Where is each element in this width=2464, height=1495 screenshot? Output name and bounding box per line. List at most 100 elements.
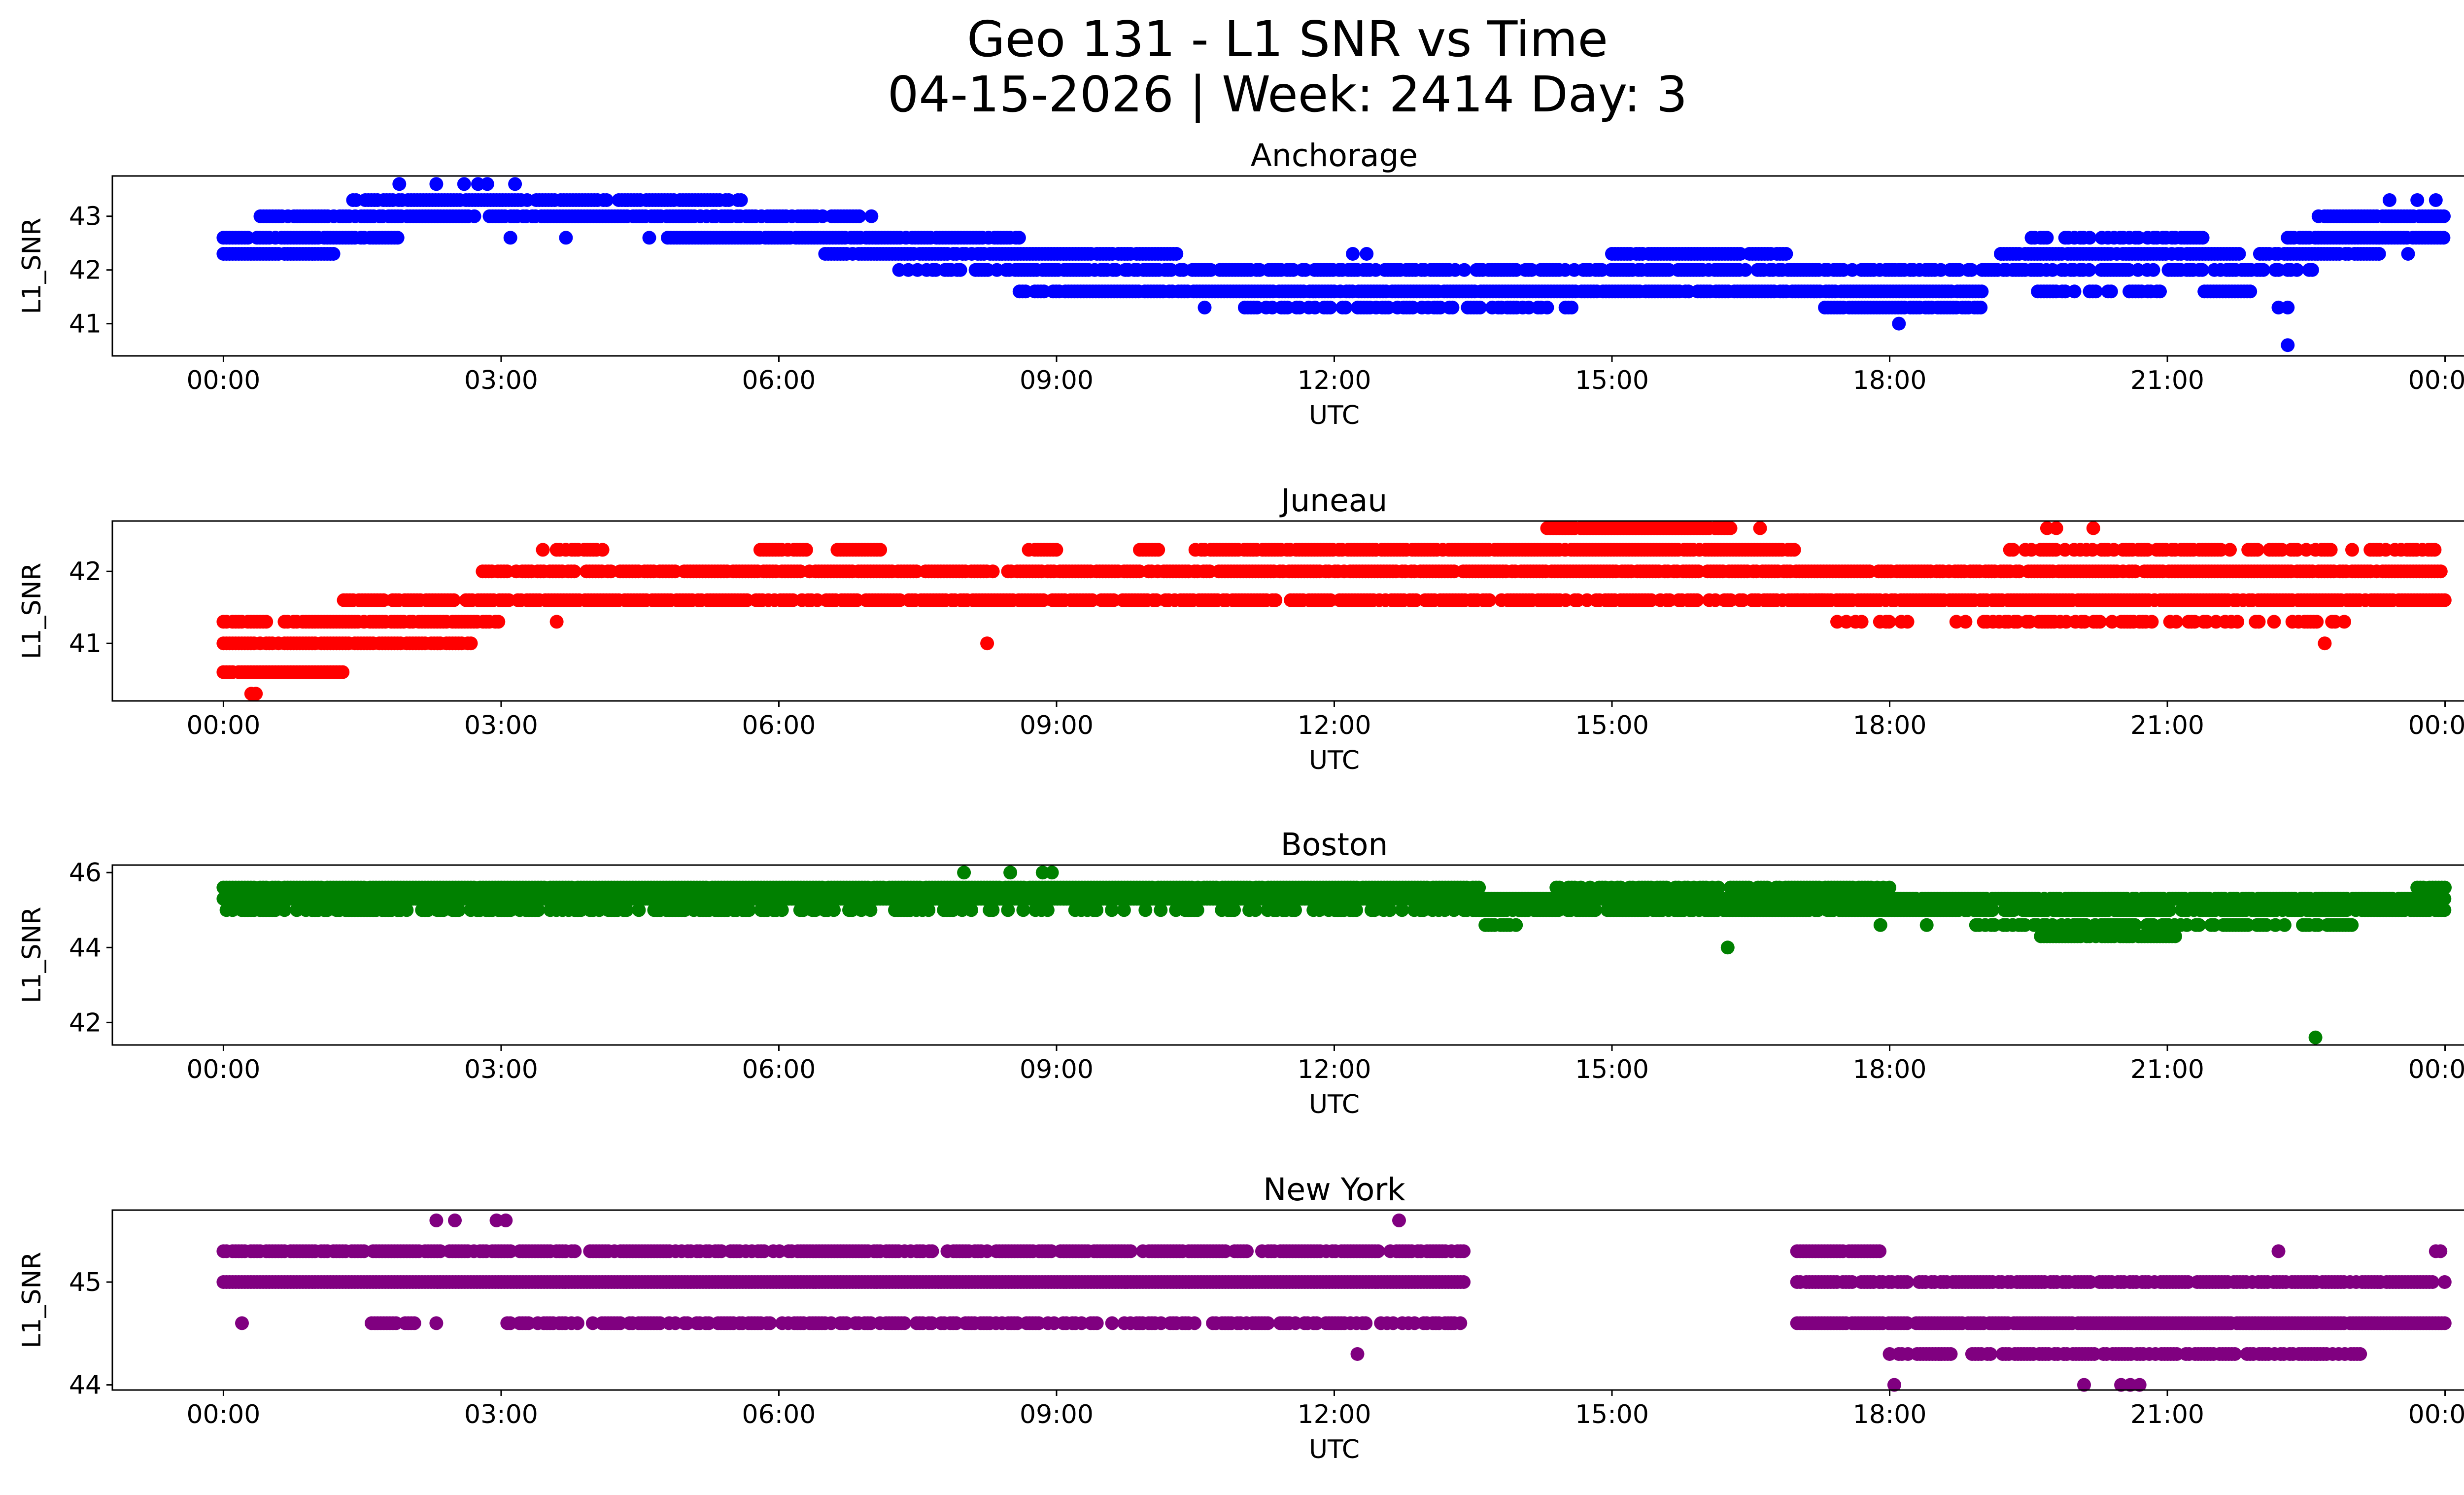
data-point bbox=[2290, 263, 2304, 277]
data-point bbox=[2252, 615, 2266, 629]
data-point bbox=[864, 209, 879, 223]
data-point bbox=[2429, 193, 2443, 207]
data-point bbox=[2146, 263, 2160, 277]
data-point bbox=[1105, 903, 1119, 917]
data-point bbox=[549, 615, 564, 629]
data-point bbox=[2401, 247, 2415, 261]
data-point bbox=[2324, 543, 2338, 557]
data-point bbox=[1138, 903, 1153, 917]
data-point bbox=[2428, 543, 2442, 557]
x-tick-label: 03:00 bbox=[464, 366, 538, 395]
data-point bbox=[336, 665, 350, 679]
data-point bbox=[1540, 300, 1554, 314]
data-point bbox=[1974, 300, 1988, 314]
data-point bbox=[1787, 543, 1801, 557]
data-point bbox=[2083, 231, 2097, 245]
data-point bbox=[1445, 300, 1460, 314]
data-point bbox=[446, 593, 461, 607]
x-tick-label: 12:00 bbox=[1298, 711, 1371, 740]
figure-title-line-2: 04-15-2026 | Week: 2414 Day: 3 bbox=[887, 66, 1688, 123]
data-point bbox=[599, 193, 614, 207]
x-axis-label: UTC bbox=[1309, 401, 1360, 430]
data-point bbox=[986, 903, 1000, 917]
x-tick-label: 03:00 bbox=[464, 711, 538, 740]
data-point bbox=[1154, 903, 1168, 917]
data-point bbox=[922, 903, 936, 917]
data-point bbox=[2086, 521, 2100, 535]
data-point bbox=[2049, 521, 2063, 535]
data-point bbox=[2345, 543, 2359, 557]
data-point bbox=[1198, 300, 1212, 314]
x-tick-label: 00:00 bbox=[186, 366, 260, 395]
data-point bbox=[1117, 903, 1131, 917]
data-point bbox=[1395, 903, 1409, 917]
data-point bbox=[559, 231, 573, 245]
data-point bbox=[1349, 903, 1363, 917]
data-point bbox=[1892, 316, 1906, 331]
figure-title-line-1: Geo 131 - L1 SNR vs Time bbox=[967, 10, 1608, 68]
data-point bbox=[1346, 247, 1360, 261]
data-point bbox=[1882, 615, 1896, 629]
data-point bbox=[2310, 615, 2324, 629]
data-point bbox=[1049, 543, 1063, 557]
data-point bbox=[1190, 903, 1204, 917]
data-point bbox=[2410, 193, 2425, 207]
data-point bbox=[1753, 521, 1767, 535]
x-tick-label: 18:00 bbox=[1853, 711, 1927, 740]
data-point bbox=[986, 564, 1000, 579]
data-point bbox=[277, 903, 292, 917]
data-point bbox=[390, 231, 405, 245]
x-tick-label: 06:00 bbox=[742, 711, 816, 740]
data-point bbox=[1016, 903, 1030, 917]
data-point bbox=[1288, 903, 1302, 917]
data-point bbox=[1227, 903, 1241, 917]
data-point bbox=[1779, 247, 1793, 261]
data-points bbox=[216, 177, 2451, 352]
data-point bbox=[1975, 284, 1989, 299]
data-point bbox=[536, 543, 550, 557]
data-point bbox=[467, 209, 481, 223]
data-point bbox=[799, 543, 813, 557]
data-point bbox=[503, 231, 517, 245]
data-point bbox=[964, 903, 978, 917]
data-point bbox=[2067, 284, 2082, 299]
y-tick-label: 43 bbox=[69, 202, 102, 232]
subplot-title: Anchorage bbox=[1251, 138, 1418, 174]
data-point bbox=[1457, 263, 1472, 277]
data-point bbox=[953, 263, 967, 277]
x-tick-label: 21:00 bbox=[2130, 366, 2204, 395]
data-point bbox=[2305, 263, 2319, 277]
data-point bbox=[1836, 263, 1850, 277]
data-point bbox=[1090, 903, 1104, 917]
data-point bbox=[1482, 593, 1497, 607]
data-point bbox=[259, 615, 274, 629]
data-point bbox=[642, 231, 656, 245]
data-point bbox=[1690, 593, 1704, 607]
x-tick-label: 18:00 bbox=[1853, 366, 1927, 395]
x-tick-label: 06:00 bbox=[742, 366, 816, 395]
data-point bbox=[244, 687, 258, 701]
subplot-title: Juneau bbox=[1279, 483, 1388, 519]
x-tick-label: 15:00 bbox=[1575, 711, 1649, 740]
y-axis-label: L1_SNR bbox=[17, 217, 47, 314]
data-point bbox=[451, 903, 466, 917]
data-point bbox=[400, 903, 414, 917]
data-point bbox=[1723, 521, 1738, 535]
data-point bbox=[1854, 615, 1869, 629]
data-point bbox=[2281, 300, 2295, 314]
data-point bbox=[2093, 615, 2107, 629]
data-point bbox=[852, 209, 866, 223]
data-point bbox=[1151, 543, 1165, 557]
y-tick-label: 42 bbox=[69, 256, 102, 285]
data-point bbox=[2145, 615, 2159, 629]
data-point bbox=[1383, 903, 1397, 917]
data-point bbox=[1892, 263, 1906, 277]
data-point bbox=[1900, 615, 1915, 629]
data-point bbox=[980, 636, 994, 651]
data-point bbox=[1248, 903, 1263, 917]
data-point bbox=[1268, 593, 1283, 607]
data-point bbox=[2318, 636, 2332, 651]
